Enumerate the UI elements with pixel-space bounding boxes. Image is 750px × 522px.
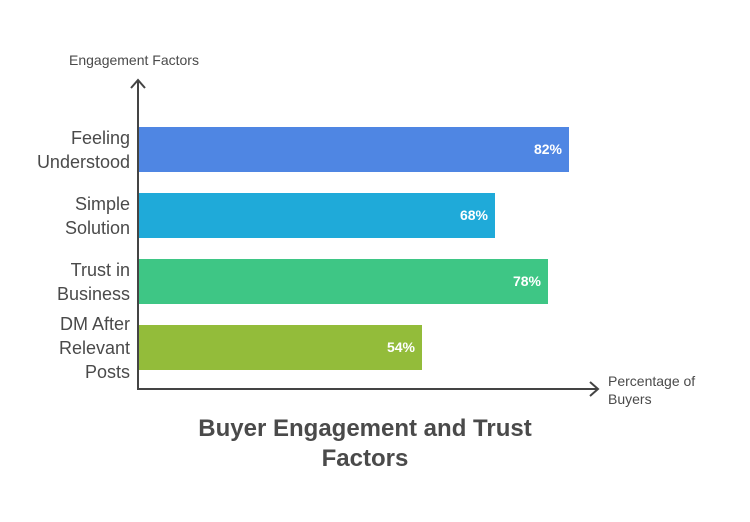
bar-value-label: 82%	[533, 141, 562, 157]
y-axis-arrow-icon	[130, 78, 146, 89]
label-line: Solution	[64, 218, 130, 238]
label-line: Trust in	[70, 260, 130, 280]
bar-value-label: 78%	[512, 273, 541, 289]
category-label-simple-solution: Simple Solution	[65, 192, 130, 240]
chart-title-line: Buyer Engagement and Trust	[198, 415, 532, 442]
bar-value-label: 54%	[386, 339, 415, 355]
bar-simple-solution: 68%	[139, 193, 495, 238]
x-axis-title-line: Percentage of	[608, 373, 696, 389]
bar-trust-in-business: 78%	[139, 259, 548, 304]
bar-feeling-understood: 82%	[139, 127, 569, 172]
label-line: Relevant	[58, 338, 130, 358]
x-axis-title-line: Buyers	[608, 391, 652, 407]
category-label-dm-after-relevant-posts: DM After Relevant Posts	[59, 312, 130, 384]
label-line: Posts	[84, 362, 130, 382]
chart-title: Buyer Engagement and Trust Factors	[150, 414, 580, 474]
category-label-feeling-understood: Feeling Understood	[37, 126, 130, 174]
label-line: DM After	[59, 314, 130, 334]
chart-title-line: Factors	[321, 445, 409, 472]
bar-value-label: 68%	[459, 207, 488, 223]
y-axis-title: Engagement Factors	[69, 52, 199, 68]
bar-dm-after-relevant-posts: 54%	[139, 325, 422, 370]
label-line: Simple	[74, 194, 130, 214]
label-line: Feeling	[70, 128, 130, 148]
x-axis-title: Percentage of Buyers	[608, 372, 718, 408]
category-label-trust-in-business: Trust in Business	[57, 258, 130, 306]
x-axis-arrow-icon	[589, 381, 600, 397]
label-line: Business	[56, 284, 130, 304]
label-line: Understood	[36, 152, 130, 172]
